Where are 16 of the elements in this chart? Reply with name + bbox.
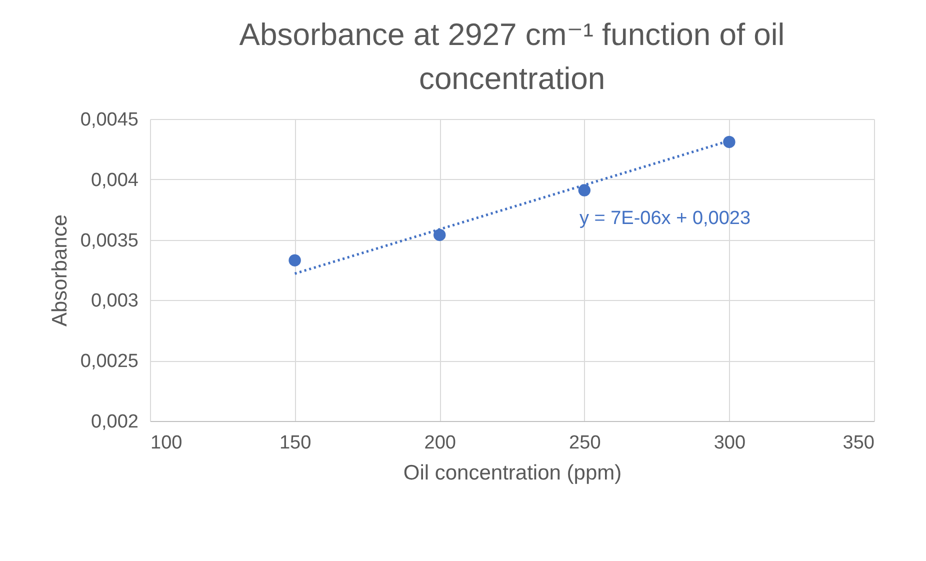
x-axis-title: Oil concentration (ppm) — [403, 462, 622, 484]
y-tick-label: 0,002 — [90, 412, 138, 432]
x-tick-label: 350 — [842, 432, 874, 454]
x-tick-label: 300 — [714, 432, 746, 454]
x-tick-label: 150 — [279, 432, 312, 454]
x-tick-label: 250 — [569, 432, 601, 454]
y-tick-label: 0,0025 — [80, 351, 138, 372]
x-tick-label: 100 — [150, 432, 182, 454]
annotation: y = 7E-06x + 0,0023 — [579, 208, 751, 229]
x-tick-label: 200 — [424, 432, 456, 454]
y-tick-label: 0,0045 — [80, 110, 138, 130]
y-tick-label: 0,004 — [90, 170, 139, 191]
y-axis-title: Absorbance — [48, 214, 72, 327]
y-tick-label: 0,0035 — [80, 230, 138, 252]
chart-title: Absorbance at 2927 cm⁻¹ function of oil concentration — [239, 17, 785, 96]
y-tick-label: 0,003 — [90, 290, 138, 312]
